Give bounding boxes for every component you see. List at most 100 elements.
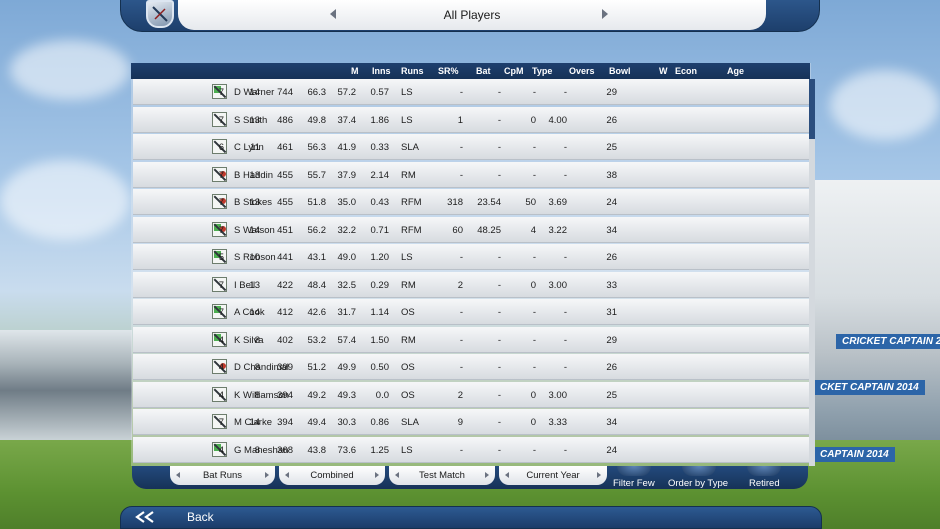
scrollbar-track[interactable]: [809, 79, 815, 466]
cell-w: -: [532, 334, 536, 346]
cell-bowl: -: [497, 417, 501, 428]
cell-cpm: 2.14: [370, 169, 390, 181]
player-type-icon: [212, 194, 227, 209]
table-row[interactable]: K Silva 4 8 402 53.2 57.4 1.50 - - - - 29 RM: [133, 326, 809, 353]
player-name[interactable]: S Watson: [234, 224, 275, 236]
player-name[interactable]: K Silva: [234, 334, 264, 346]
filter-few-button[interactable]: [617, 466, 651, 476]
table-row[interactable]: D Warner 7 14 744 66.3 57.2 0.57 - - - - 29 LS: [133, 79, 809, 105]
tab-label: Combined: [310, 470, 354, 481]
tab-combined[interactable]: Combined: [279, 466, 385, 485]
table-row[interactable]: C Lynn 6 11 461 56.3 41.9 0.33 - - - - 25 SLA: [133, 134, 809, 160]
player-name[interactable]: G Maneshan: [234, 444, 289, 456]
back-button[interactable]: [120, 506, 822, 529]
cell-cpm: 0.86: [370, 417, 390, 428]
column-header[interactable]: CpM: [504, 66, 524, 76]
cell-sr: 56.3: [307, 142, 327, 153]
scrollbar-thumb[interactable]: [809, 79, 815, 139]
cell-inns: 8: [254, 362, 260, 373]
player-name[interactable]: A Cook: [234, 307, 265, 318]
player-name[interactable]: K Williamson: [234, 389, 289, 401]
retired-button[interactable]: [747, 466, 781, 476]
table-row[interactable]: G Maneshan 4 8 368 43.8 73.6 1.25 - - - - 24 LS: [133, 436, 809, 463]
table-row[interactable]: M Clarke 7 14 394 49.4 30.3 0.86 9 - 0 3.33 34 SLA: [133, 409, 809, 435]
double-chevron-left-icon[interactable]: [134, 511, 156, 523]
order-by-type-label[interactable]: Order by Type: [668, 478, 729, 489]
previous-arrow-icon[interactable]: [330, 9, 336, 19]
tab-current-year[interactable]: Current Year: [499, 466, 607, 485]
table-row[interactable]: B Haddin 7 13 455 55.7 37.9 2.14 - - - - 38 RM: [133, 161, 809, 188]
back-label[interactable]: Back: [187, 510, 214, 524]
next-arrow-icon[interactable]: [602, 9, 608, 19]
column-header[interactable]: M: [351, 66, 359, 76]
column-header[interactable]: Bat: [476, 66, 491, 76]
advert-banner: CKET CAPTAIN 2014: [814, 380, 925, 395]
order-by-type-button[interactable]: [682, 466, 716, 476]
cell-bowl: 48.25: [477, 224, 501, 236]
retired-label[interactable]: Retired: [749, 478, 780, 489]
player-name[interactable]: C Lynn: [234, 142, 264, 153]
tab-label: Current Year: [526, 470, 580, 481]
cell-econ: -: [563, 252, 567, 263]
player-name[interactable]: M Clarke: [234, 417, 273, 428]
tab-left-arrow-icon[interactable]: [505, 472, 509, 478]
team-crest-icon: [146, 0, 174, 28]
player-name[interactable]: S Robson: [234, 252, 276, 263]
tab-right-arrow-icon[interactable]: [485, 472, 489, 478]
tab-left-arrow-icon[interactable]: [285, 472, 289, 478]
column-header[interactable]: Type: [532, 66, 553, 76]
cell-econ: -: [563, 142, 567, 153]
table-row[interactable]: S Smith 7 13 486 49.8 37.4 1.86 1 - 0 4.00 26 LS: [133, 106, 809, 133]
player-name[interactable]: B Stokes: [234, 197, 273, 208]
cell-cpm: 1.86: [370, 114, 390, 126]
column-header[interactable]: Econ: [675, 66, 698, 76]
player-type-icon: [212, 441, 227, 457]
column-header[interactable]: Inns: [372, 66, 391, 76]
cell-bowl: -: [497, 334, 501, 346]
cell-bowl: 23.54: [477, 197, 501, 208]
cell-overs: -: [459, 444, 463, 456]
table-row[interactable]: K Williamson 4 8 394 49.2 49.3 0.0 2 - 0 3.00 25 OS: [133, 381, 809, 408]
advert-banner: CAPTAIN 2014: [814, 447, 895, 462]
player-filter-selector[interactable]: All Players: [178, 0, 766, 30]
tab-right-arrow-icon[interactable]: [375, 472, 379, 478]
player-type-icon: [212, 111, 227, 127]
column-header[interactable]: Runs: [401, 66, 424, 76]
tab-bat-runs[interactable]: Bat Runs: [170, 466, 275, 485]
table-row[interactable]: A Cook 7 14 412 42.6 31.7 1.14 - - - - 31 OS: [133, 299, 809, 325]
cell-overs: -: [459, 362, 463, 373]
player-name[interactable]: B Haddin: [234, 169, 274, 181]
tab-right-arrow-icon[interactable]: [265, 472, 269, 478]
cloud: [10, 40, 130, 100]
cell-econ: 3.00: [548, 389, 568, 401]
player-type-icon: [212, 84, 227, 99]
table-row[interactable]: S Watson 7 14 451 56.2 32.2 0.71 60 48.25 4 3.22 34…: [133, 216, 809, 243]
column-header[interactable]: Bowl: [609, 66, 631, 76]
cell-econ: -: [563, 334, 567, 346]
tab-test-match[interactable]: Test Match: [389, 466, 495, 485]
cell-type: RM: [401, 169, 416, 181]
cell-m: 4: [218, 334, 224, 346]
tab-left-arrow-icon[interactable]: [395, 472, 399, 478]
cell-inns: 11: [250, 142, 260, 153]
column-header[interactable]: Age: [727, 66, 745, 76]
tab-left-arrow-icon[interactable]: [176, 472, 180, 478]
table-row[interactable]: B Stokes 7 13 455 51.8 35.0 0.43 318 23.54 50 3.69…: [133, 189, 809, 215]
table-row[interactable]: I Bell 7 13 422 48.4 32.5 0.29 2 - 0 3.00 33 RM: [133, 271, 809, 298]
player-name[interactable]: S Smith: [234, 114, 268, 126]
player-type-icon: [212, 139, 227, 154]
player-name[interactable]: I Bell: [234, 279, 256, 291]
column-header[interactable]: Overs: [569, 66, 595, 76]
table-row[interactable]: S Robson 5 10 441 43.1 49.0 1.20 - - - - 26 LS: [133, 244, 809, 270]
table-row[interactable]: D Chandimal 4 8 399 51.2 49.9 0.50 - - - - 26 OS: [133, 354, 809, 380]
cell-age: 34: [606, 417, 617, 428]
cell-cpm: 0.71: [370, 224, 390, 236]
player-name[interactable]: D Warner: [234, 87, 275, 98]
player-name[interactable]: D Chandimal: [234, 362, 289, 373]
filter-few-label[interactable]: Filter Few: [613, 478, 655, 489]
tab-right-arrow-icon[interactable]: [597, 472, 601, 478]
column-header[interactable]: SR%: [438, 66, 459, 76]
page-title: All Players: [443, 8, 501, 22]
cell-age: 26: [606, 252, 617, 263]
column-header[interactable]: W: [659, 66, 668, 76]
